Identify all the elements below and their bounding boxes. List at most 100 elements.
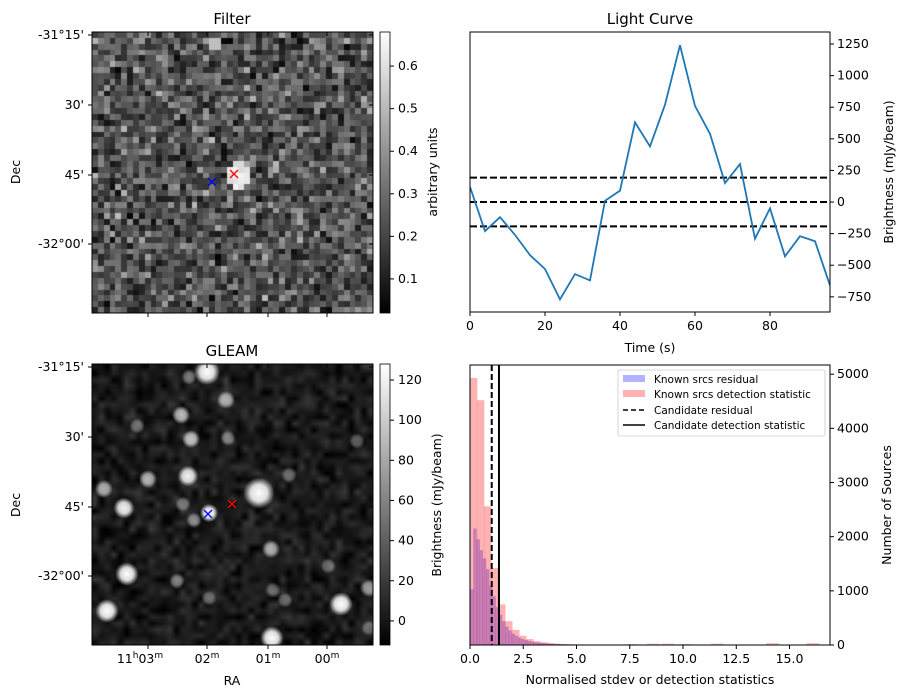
light-curve-title: Light Curve [607, 10, 693, 28]
dec-tick-label: -31°15' [38, 27, 84, 42]
gleam-colorbar-ticks: 0 20 40 60 80 100 120 [390, 372, 422, 628]
histogram-axes-frame [469, 364, 831, 646]
filter-dec-label: Dec [8, 160, 23, 184]
gleam-dec-label: Dec [8, 493, 23, 517]
x-tick-label: 40 [612, 318, 628, 333]
colorbar-tick-label: 120 [398, 372, 422, 387]
detection-tail-bar [661, 643, 675, 645]
y-tick-label: 750 [837, 99, 861, 114]
detection-bar [505, 621, 513, 645]
gleam-ra-label: RA [224, 673, 241, 688]
colorbar-tick-label: 40 [398, 533, 414, 548]
residual-bar [521, 639, 525, 645]
residual-bar [508, 630, 512, 645]
y-tick-label: 0 [837, 637, 845, 652]
legend-swatch-detection [623, 390, 645, 397]
gleam-colorbar-label: Brightness (mJy/beam) [429, 433, 444, 576]
x-tick-label: 5.0 [567, 651, 587, 666]
ra-tick-label-part: 00 [315, 651, 331, 666]
ra-tick-label-part: m [154, 651, 163, 661]
y-tick-label: 0 [837, 194, 845, 209]
histogram-panel: 0.0 2.5 5.0 7.5 10.0 12.5 15.0 0 1000 2000 3000 400… [460, 364, 894, 687]
y-tick-label: 4000 [837, 420, 869, 435]
legend-label-candidate-detection: Candidate detection statistic [654, 420, 806, 432]
colorbar-tick-label: 0.3 [398, 186, 418, 201]
dec-tick-label: 45' [65, 167, 84, 182]
detection-bar [477, 400, 485, 645]
colorbar-tick-label: 0.6 [398, 58, 418, 73]
colorbar-tick-label: 0 [398, 613, 406, 628]
histogram-xlabel: Normalised stdev or detection statistics [526, 672, 775, 687]
x-tick-label: 15.0 [776, 651, 804, 666]
colorbar-tick-label: 0.4 [398, 143, 418, 158]
detection-bar [540, 642, 548, 645]
candidate-marker-icon [227, 499, 237, 509]
gleam-dec-ticks: -31°15' 30' 45' -32°00' [38, 359, 373, 649]
gleam-ra-ticks: 11h03m 02m 01m 00m [117, 651, 340, 666]
ra-tick-label-part: 01 [256, 651, 272, 666]
y-tick-label: 1250 [837, 36, 869, 51]
residual-bar [527, 640, 532, 645]
filter-title: Filter [213, 10, 251, 28]
y-tick-label: 5000 [837, 366, 869, 381]
y-tick-label: 1000 [837, 583, 869, 598]
residual-bar [495, 607, 500, 645]
x-tick-label: 0.0 [460, 651, 480, 666]
colorbar-tick-label: 60 [398, 492, 414, 507]
legend-swatch-residual [623, 375, 645, 382]
detection-bar [554, 643, 562, 645]
detection-tail-bar [646, 643, 660, 645]
detection-bar [533, 641, 541, 645]
residual-bar [517, 637, 522, 645]
x-tick-label: 0 [466, 318, 474, 333]
detection-tail-bar [766, 643, 779, 645]
residual-bar [530, 641, 535, 645]
colorbar-tick-label: 0.2 [398, 228, 418, 243]
residual-bar [514, 635, 519, 645]
residual-bar [482, 558, 487, 645]
detection-bar [519, 635, 527, 645]
histogram-ylabel: Number of Sources [879, 445, 894, 565]
gleam-panel: GLEAM Dec RA -31°15'30'45'-32°00' 11h03m… [8, 342, 444, 688]
x-tick-label: 12.5 [722, 651, 750, 666]
detection-bar [547, 643, 555, 645]
light-curve-xlabel: Time (s) [624, 340, 676, 355]
ra-tick-label-part: 02 [195, 651, 211, 666]
ra-tick-label: 01m [256, 651, 281, 666]
residual-bar [479, 550, 484, 645]
y-tick-label: 1000 [837, 68, 869, 83]
histogram-legend: Known srcs residual Known srcs detection… [617, 369, 826, 437]
residual-bar [524, 640, 528, 645]
residual-bar [505, 626, 509, 645]
y-tick-label: −750 [837, 289, 871, 304]
ra-tick-label: 00m [315, 651, 340, 666]
colorbar-tick-label: 0.5 [398, 101, 418, 116]
residual-bar [543, 643, 547, 645]
y-tick-label: −500 [837, 257, 871, 272]
detection-tail-bar [710, 643, 724, 645]
ra-tick-label: 02m [195, 651, 220, 666]
filter-markers [207, 169, 239, 187]
residual-bar [546, 643, 551, 645]
known-source-marker-icon [203, 509, 213, 519]
legend-box [617, 369, 826, 437]
y-tick-label: −250 [837, 226, 871, 241]
dec-tick-label: 30' [65, 429, 84, 444]
filter-axes-frame [91, 31, 374, 314]
x-tick-label: 80 [762, 318, 778, 333]
detection-bar [491, 568, 499, 645]
ra-tick-label-part: m [331, 651, 340, 661]
detection-tail-bar [806, 643, 820, 645]
legend-label-residual: Known srcs residual [654, 374, 758, 386]
detection-bar [484, 506, 492, 645]
dec-tick-label: -32°00' [38, 236, 84, 251]
residual-bar [501, 621, 506, 645]
y-tick-label: 2000 [837, 529, 869, 544]
colorbar-tick-label: 80 [398, 452, 414, 467]
filter-colorbar-label: arbitrary units [425, 127, 440, 216]
residual-bar [489, 585, 493, 645]
colorbar-tick-label: 0.1 [398, 271, 418, 286]
legend-label-candidate-residual: Candidate residual [654, 405, 753, 417]
gleam-colorbar [379, 363, 391, 646]
